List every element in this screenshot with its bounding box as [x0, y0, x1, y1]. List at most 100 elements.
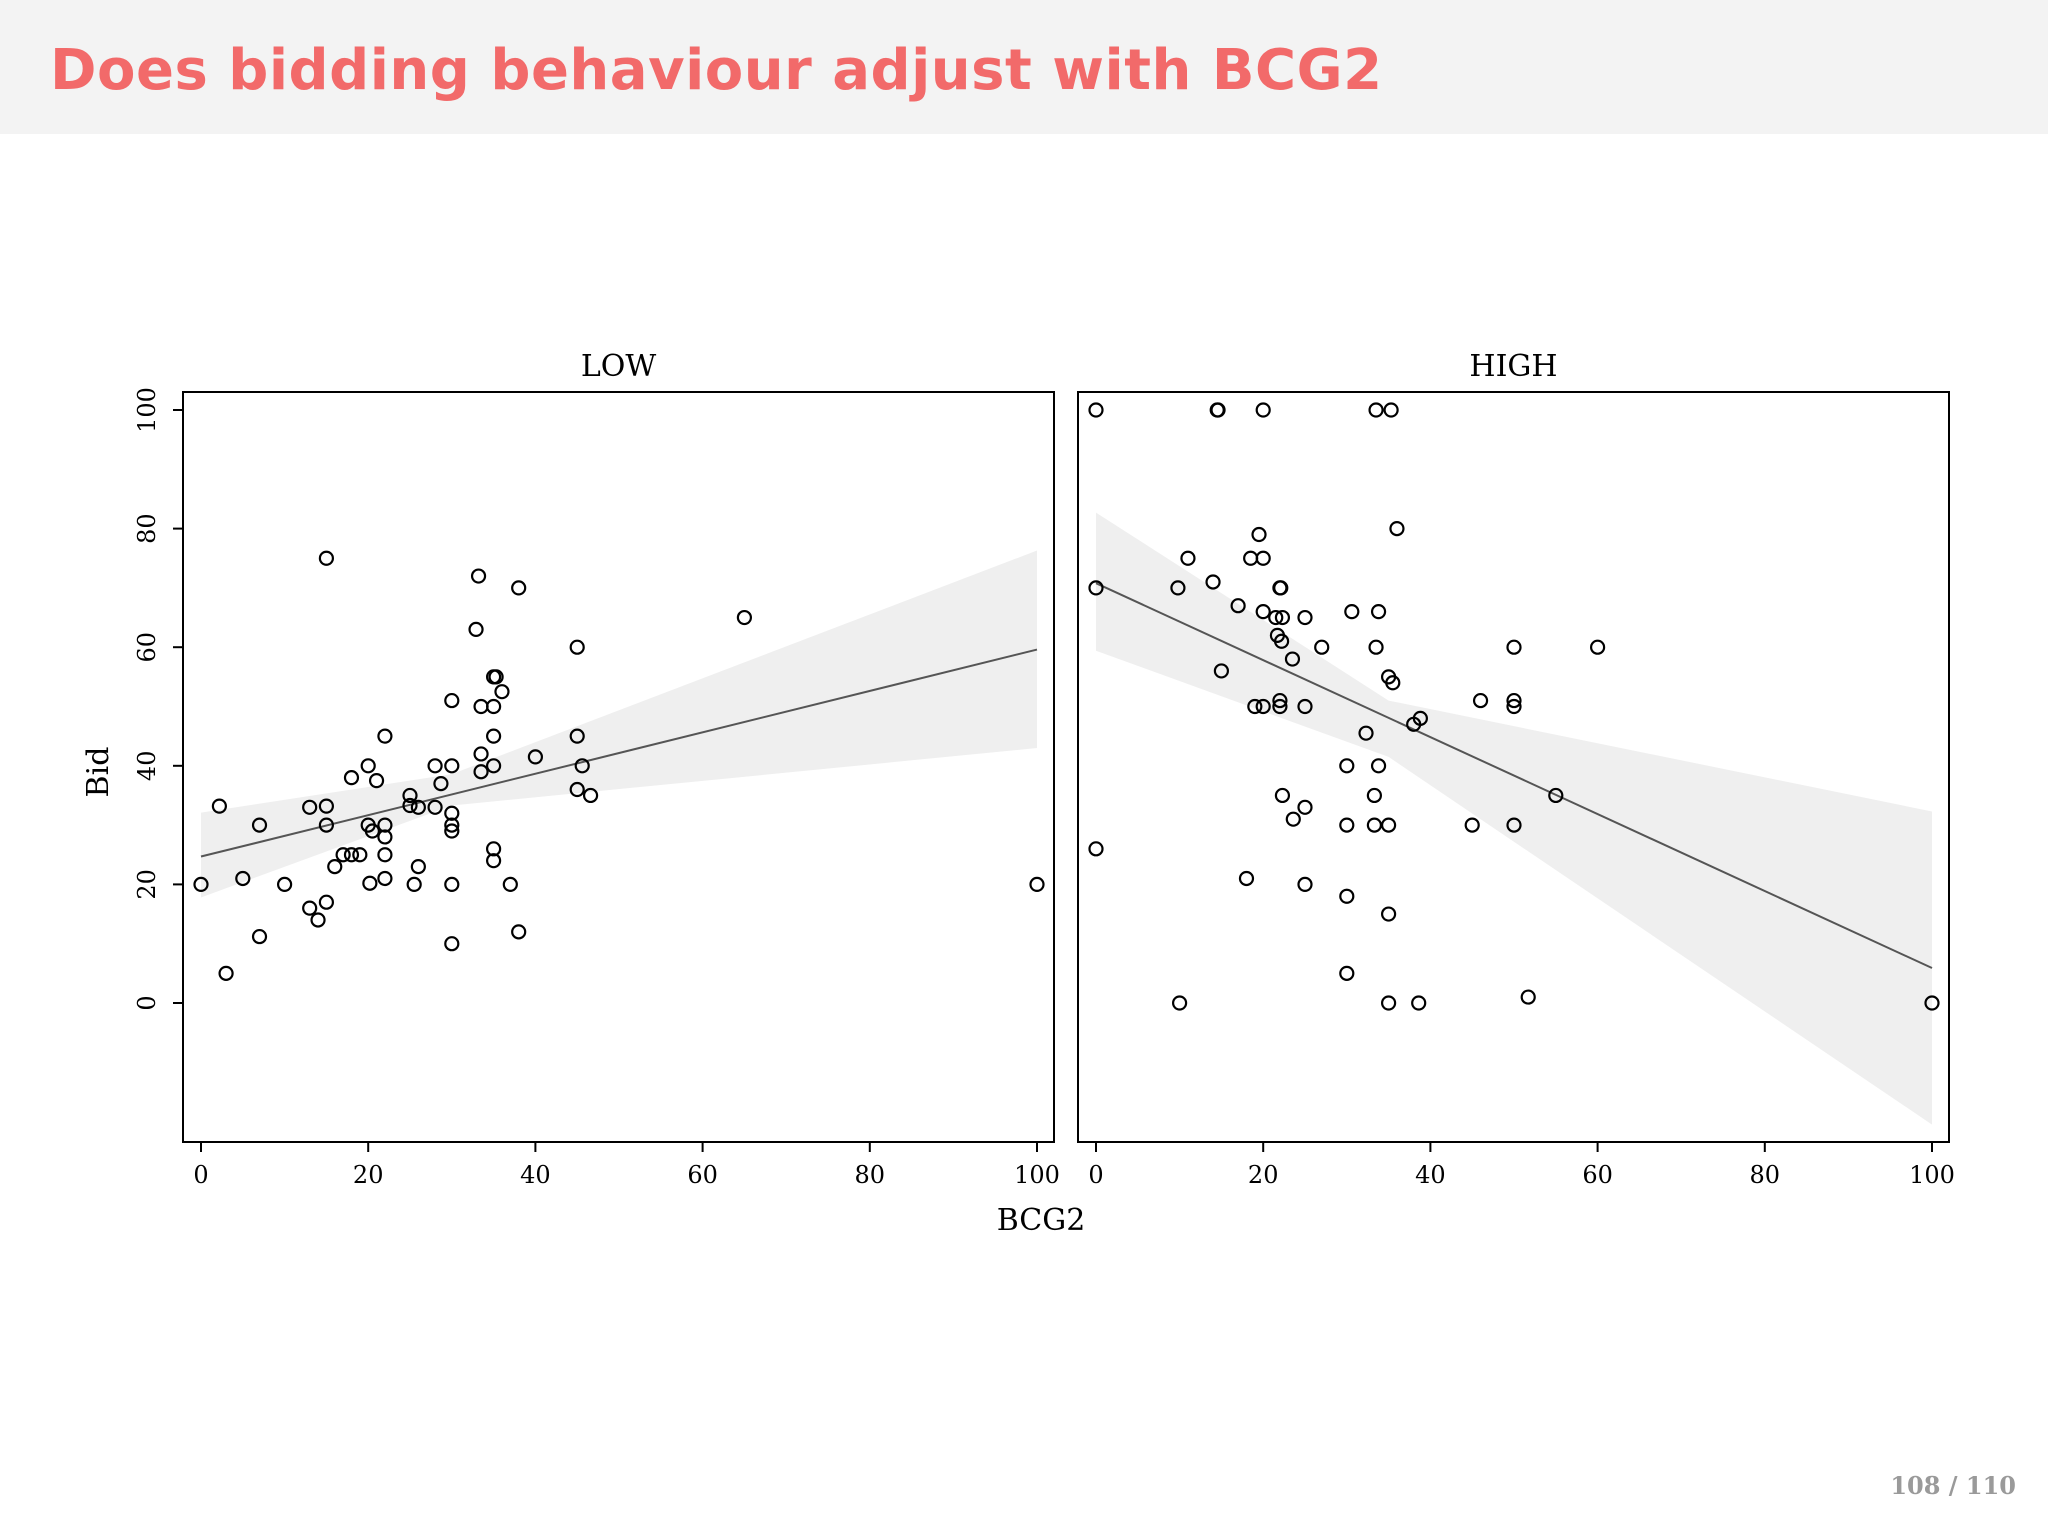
data-point	[1251, 526, 1267, 543]
x-tick-label: 40	[520, 1161, 551, 1189]
data-point	[1284, 651, 1301, 667]
data-point	[1247, 698, 1263, 715]
data-point	[193, 876, 209, 893]
data-point	[318, 817, 334, 833]
panel-frame-low	[182, 391, 1055, 1143]
fit-line-low	[200, 648, 1038, 858]
data-point	[364, 823, 380, 839]
data-point	[343, 770, 360, 786]
data-point	[1344, 604, 1360, 620]
x-tick-label: 20	[1248, 1161, 1279, 1189]
panel-frame-high	[1077, 391, 1950, 1143]
data-point	[1180, 550, 1196, 566]
y-tick-label: 100	[133, 387, 161, 433]
data-point	[486, 853, 502, 869]
data-point	[318, 798, 334, 814]
fit-line-high	[1095, 582, 1933, 969]
data-point	[1380, 995, 1397, 1011]
data-point	[486, 728, 502, 744]
data-point	[1297, 698, 1313, 715]
data-point	[1273, 633, 1290, 649]
data-point	[1272, 692, 1288, 709]
data-point	[377, 817, 393, 833]
data-point	[473, 698, 489, 715]
data-point	[362, 875, 378, 891]
data-point	[1366, 787, 1382, 804]
x-tick-label: 100	[1014, 1161, 1060, 1189]
data-point	[318, 894, 334, 910]
data-point	[582, 787, 599, 804]
data-point	[736, 609, 753, 626]
data-point	[318, 550, 334, 566]
data-point	[486, 758, 502, 774]
panel-title-high: HIGH	[1469, 349, 1557, 384]
data-point	[1339, 817, 1355, 833]
data-point	[1285, 811, 1301, 827]
data-point	[1924, 995, 1940, 1011]
data-point	[1029, 876, 1045, 893]
data-point	[427, 758, 443, 774]
x-tick-label: 60	[687, 1161, 718, 1189]
data-point	[444, 692, 460, 709]
data-point	[1297, 609, 1313, 626]
data-point	[1506, 692, 1522, 709]
data-point	[527, 749, 544, 765]
data-point	[486, 698, 502, 715]
data-point	[1339, 758, 1355, 774]
data-point	[502, 876, 518, 893]
data-point	[1274, 609, 1291, 626]
data-point	[402, 797, 418, 814]
data-point	[327, 859, 343, 875]
data-point	[406, 876, 422, 893]
data-point	[1297, 876, 1313, 893]
data-point	[1255, 604, 1271, 620]
data-point	[1213, 663, 1230, 679]
y-tick-label: 20	[133, 869, 161, 900]
y-tick-label: 60	[133, 632, 161, 663]
data-point	[402, 787, 418, 804]
data-point	[473, 746, 489, 762]
data-point	[488, 669, 504, 685]
data-point	[433, 775, 449, 792]
data-point	[251, 817, 268, 833]
data-point	[1385, 675, 1401, 691]
data-point	[1368, 402, 1384, 418]
data-point	[360, 758, 376, 774]
data-point	[377, 728, 393, 744]
data-point	[569, 728, 585, 744]
x-tick-label: 0	[193, 1161, 208, 1189]
data-point	[1230, 598, 1246, 614]
data-point	[444, 876, 460, 893]
data-point	[468, 621, 484, 638]
data-point	[470, 568, 487, 584]
data-point	[494, 684, 510, 700]
data-point	[211, 798, 227, 814]
data-point	[377, 870, 393, 887]
data-point	[1339, 965, 1355, 981]
x-tick-label: 60	[1582, 1161, 1613, 1189]
data-point	[1472, 692, 1489, 709]
data-point	[574, 758, 590, 774]
data-point	[444, 758, 460, 774]
data-point	[569, 781, 585, 798]
y-tick-label: 40	[133, 751, 161, 782]
data-point	[377, 847, 393, 863]
data-point	[1243, 550, 1259, 566]
x-tick-label: 100	[1909, 1161, 1955, 1189]
data-point	[1358, 725, 1374, 741]
data-point	[1255, 402, 1271, 418]
data-point	[410, 859, 426, 875]
data-point	[352, 847, 368, 863]
panel-title-low: LOW	[581, 349, 657, 384]
data-point	[1366, 817, 1382, 833]
data-point	[511, 580, 527, 596]
data-point	[1255, 698, 1271, 715]
data-point	[1380, 817, 1397, 833]
data-point	[1370, 604, 1387, 620]
data-point	[302, 799, 318, 815]
data-point	[1274, 787, 1291, 804]
data-point	[444, 823, 460, 839]
data-point	[1380, 906, 1397, 922]
data-point	[473, 764, 489, 780]
confidence-band-low	[201, 550, 1037, 898]
